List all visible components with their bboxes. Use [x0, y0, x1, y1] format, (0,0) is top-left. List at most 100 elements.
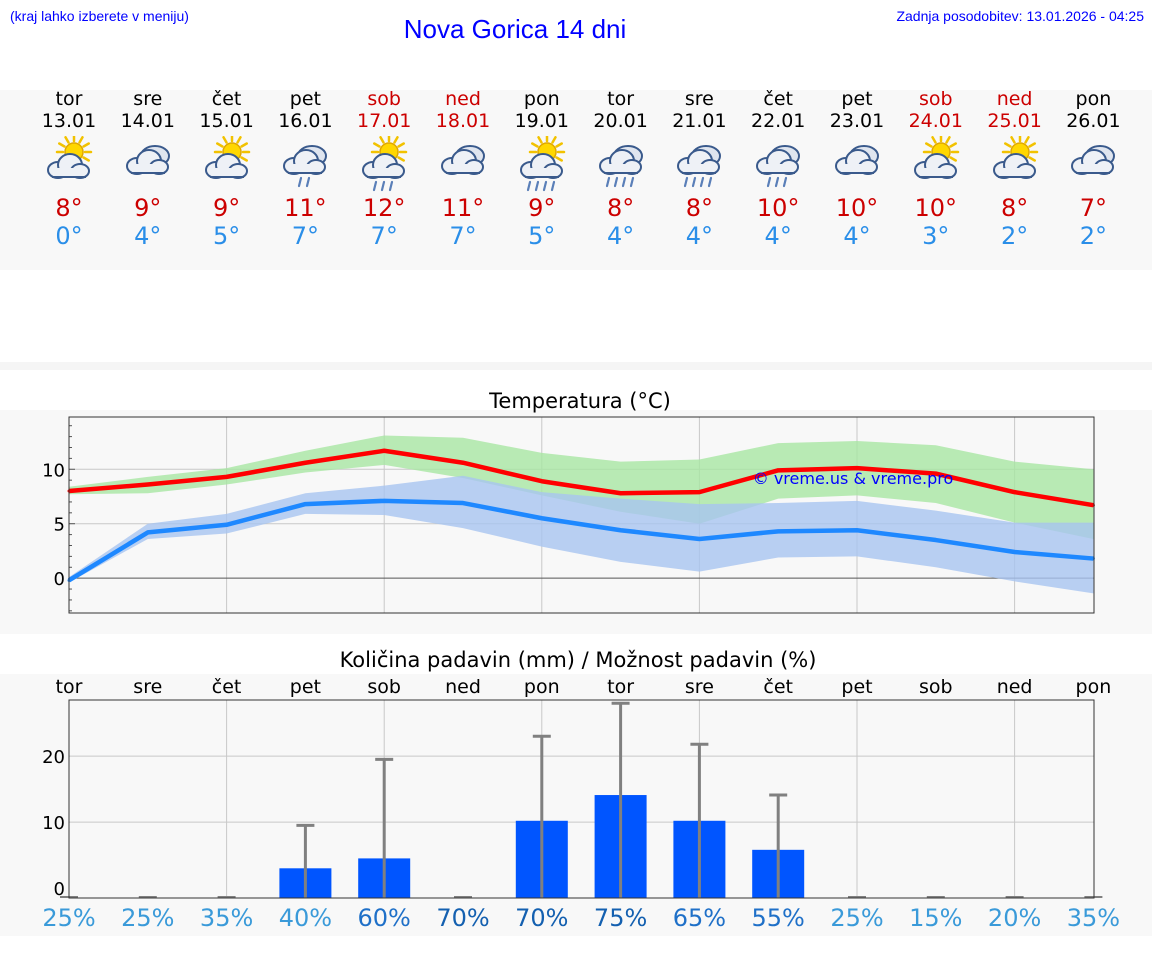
day-column: čet 15.01 9° 5°: [187, 88, 267, 250]
precip-xtick-label: čet: [212, 676, 242, 698]
day-name: čet: [211, 88, 242, 110]
section-divider: [0, 362, 1152, 370]
cloud-shape: [913, 153, 957, 179]
day-column: sob 17.01 12° 7°: [344, 88, 424, 250]
max-temp-line: [68, 448, 1094, 508]
day-column: sob 24.01 10° 3°: [896, 88, 976, 250]
precip-xtick-label: tor: [56, 676, 83, 698]
day-column: pet 16.01 11° 7°: [265, 88, 345, 250]
min-temp-point: [619, 528, 623, 532]
day-column: sre 14.01 9° 4°: [108, 88, 188, 250]
max-temp: 8°: [685, 194, 714, 222]
day-column: ned 25.01 8° 2°: [975, 88, 1055, 250]
precip-chart-title: Količina padavin (mm) / Možnost padavin …: [340, 648, 817, 672]
max-temp: 7°: [1079, 194, 1108, 222]
precip-xtick-label: pet: [290, 676, 321, 698]
cloud-rain-heavy-icon: [598, 145, 643, 188]
day-date: 14.01: [120, 110, 175, 132]
cloud-icon: [835, 145, 879, 175]
day-date: 18.01: [435, 110, 491, 132]
rain-drops: [526, 180, 555, 192]
max-temp: 12°: [362, 194, 406, 222]
precip-xtick-label: pon: [1076, 676, 1112, 698]
cloud-rain-light-icon: [283, 145, 328, 188]
forecast-panel: [0, 90, 1152, 270]
min-temp-point: [776, 529, 780, 533]
cloud-shape: [519, 153, 563, 179]
temp-ytick-label: 10: [42, 460, 65, 481]
precip-probability: 25%: [121, 904, 174, 932]
day-column: pon 19.01 9° 5°: [502, 88, 582, 250]
day-date: 21.01: [672, 110, 727, 132]
max-temp: 11°: [441, 194, 485, 222]
min-temp: 4°: [764, 222, 792, 250]
min-temp-point: [934, 538, 938, 542]
cloud-rain-icon: [756, 145, 801, 188]
max-temp: 9°: [528, 194, 556, 222]
precip-xtick-label: sre: [685, 676, 714, 698]
min-temp: 7°: [370, 222, 398, 250]
day-date: 22.01: [750, 110, 806, 132]
day-date: 16.01: [278, 110, 333, 132]
day-name: sob: [367, 88, 401, 110]
cloud-shape: [204, 153, 248, 179]
rain-drops: [373, 180, 394, 192]
precip-xtick-label: ned: [445, 676, 481, 698]
max-temp: 11°: [284, 194, 327, 222]
rain-drops: [605, 176, 634, 188]
max-temp-point: [934, 472, 938, 476]
sun-cloud-icon: [913, 136, 960, 179]
min-temp-point: [540, 516, 544, 520]
min-temp-point: [146, 530, 150, 534]
max-temp: 8°: [606, 194, 635, 222]
sun-cloud-icon: [47, 136, 93, 179]
precip-ytick-label: 10: [42, 813, 65, 834]
cloud-icon: [125, 145, 170, 175]
max-temp: 8°: [55, 194, 83, 222]
max-temp: 10°: [756, 194, 800, 222]
day-date: 20.01: [593, 110, 648, 132]
sun-cloud-icon: [992, 136, 1038, 179]
day-name: pon: [523, 88, 560, 110]
cloud-rain-heavy-icon: [677, 145, 722, 188]
min-temp: 3°: [922, 222, 950, 250]
day-column: ned 18.01 11° 7°: [423, 88, 503, 250]
precip-probability: 40%: [279, 904, 332, 932]
day-name: pon: [1075, 88, 1112, 110]
rain-drops: [767, 176, 788, 188]
min-temp-point: [225, 523, 229, 527]
day-column: tor 13.01 8° 0°: [29, 88, 109, 250]
max-temp-point: [146, 483, 150, 487]
max-temp-point: [382, 449, 386, 453]
cloud-shape: [756, 145, 801, 175]
sun-cloud-icon: [204, 136, 250, 179]
min-temp: 5°: [528, 222, 556, 250]
min-temp-point: [382, 499, 386, 503]
day-date: 26.01: [1066, 110, 1121, 132]
temp-ytick-label: 5: [54, 515, 65, 536]
precip-probability: 75%: [594, 904, 647, 932]
day-name: sre: [133, 88, 163, 110]
temp-chart-title: Temperatura (°C): [488, 389, 671, 413]
precip-ytick-label: 20: [42, 747, 65, 768]
min-temp: 0°: [55, 222, 83, 250]
temp-ytick-label: 0: [54, 569, 65, 590]
max-temp-point: [1013, 490, 1017, 494]
max-temp-point: [619, 491, 623, 495]
day-name: tor: [607, 88, 635, 110]
max-temp: 10°: [914, 194, 958, 222]
min-temp: 4°: [134, 222, 162, 250]
min-temp: 7°: [449, 222, 477, 250]
precip-xtick-label: sob: [919, 676, 953, 698]
precip-xtick-label: ned: [997, 676, 1033, 698]
day-date: 13.01: [41, 110, 97, 132]
precip-xtick-label: sre: [133, 676, 162, 698]
precip-xtick-label: pet: [841, 676, 872, 698]
precip-probability: 60%: [358, 904, 411, 932]
precip-probability: 20%: [988, 904, 1041, 932]
max-temp-point: [461, 461, 465, 465]
min-temp-point: [1013, 550, 1017, 554]
daily-forecast: tor 13.01 8° 0° sre 14.01 9° 4° čet 15.01 9° 5° pet 1…: [0, 88, 1152, 268]
precip-plot-area: [69, 700, 1094, 898]
min-temp: 5°: [212, 222, 241, 250]
